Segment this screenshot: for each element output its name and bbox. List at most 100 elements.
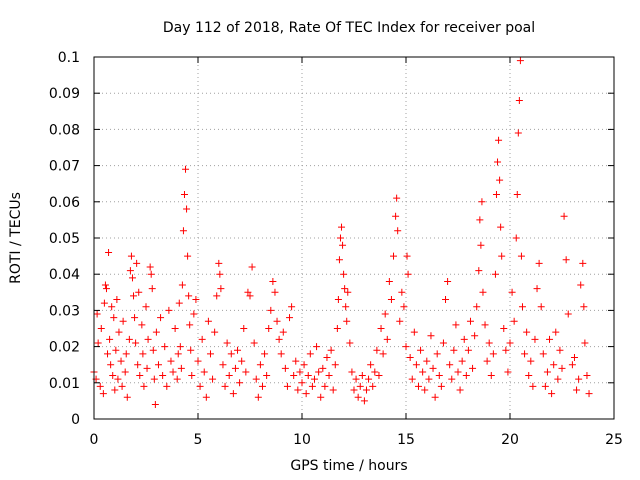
data-point bbox=[173, 375, 181, 383]
data-point bbox=[277, 350, 285, 358]
data-point bbox=[108, 303, 116, 311]
data-point bbox=[412, 361, 420, 369]
data-point bbox=[527, 357, 535, 365]
y-tick-label: 0.05 bbox=[49, 231, 80, 247]
data-point bbox=[410, 328, 418, 336]
data-point bbox=[288, 303, 296, 311]
data-point bbox=[263, 372, 271, 380]
data-point bbox=[497, 223, 505, 231]
data-point bbox=[177, 364, 185, 372]
data-point bbox=[190, 310, 198, 318]
data-point bbox=[450, 346, 458, 354]
data-point bbox=[234, 346, 242, 354]
data-point bbox=[323, 353, 331, 361]
data-point bbox=[342, 303, 350, 311]
data-point bbox=[531, 335, 539, 343]
y-tick-label: 0.08 bbox=[49, 122, 80, 138]
data-point bbox=[142, 303, 150, 311]
data-point bbox=[579, 259, 587, 267]
data-point bbox=[421, 386, 429, 394]
data-point bbox=[273, 317, 281, 325]
data-point bbox=[104, 350, 112, 358]
data-point bbox=[110, 314, 118, 322]
data-point bbox=[327, 346, 335, 354]
data-point bbox=[381, 310, 389, 318]
data-point bbox=[543, 368, 551, 376]
data-point bbox=[175, 299, 183, 307]
data-point bbox=[339, 241, 347, 249]
data-point bbox=[204, 317, 212, 325]
data-point bbox=[548, 390, 556, 398]
data-point bbox=[258, 382, 266, 390]
data-point bbox=[494, 158, 502, 166]
data-point bbox=[356, 382, 364, 390]
data-point bbox=[400, 303, 408, 311]
data-point bbox=[373, 346, 381, 354]
data-point bbox=[211, 328, 219, 336]
data-point bbox=[119, 317, 127, 325]
data-point bbox=[202, 393, 210, 401]
data-point bbox=[560, 212, 568, 220]
data-point bbox=[512, 234, 520, 242]
data-point bbox=[564, 310, 572, 318]
data-point bbox=[96, 382, 104, 390]
data-point bbox=[149, 346, 157, 354]
data-point bbox=[198, 335, 206, 343]
y-tick-label: 0.09 bbox=[49, 86, 80, 102]
data-point bbox=[152, 328, 160, 336]
data-point bbox=[310, 375, 318, 383]
data-point bbox=[109, 372, 117, 380]
data-point bbox=[541, 382, 549, 390]
data-point bbox=[568, 361, 576, 369]
data-point bbox=[362, 386, 370, 394]
data-point bbox=[186, 321, 194, 329]
data-point bbox=[485, 339, 493, 347]
data-point bbox=[221, 382, 229, 390]
data-point bbox=[487, 372, 495, 380]
data-point bbox=[134, 361, 142, 369]
data-point bbox=[458, 357, 466, 365]
data-point bbox=[477, 241, 485, 249]
data-point bbox=[517, 252, 525, 260]
data-point bbox=[279, 328, 287, 336]
data-point bbox=[159, 372, 167, 380]
data-point bbox=[500, 325, 508, 332]
data-point bbox=[496, 176, 504, 184]
y-tick-label: 0.02 bbox=[49, 340, 80, 356]
data-point bbox=[240, 325, 248, 332]
data-point bbox=[225, 372, 233, 380]
data-point bbox=[515, 96, 523, 104]
data-point bbox=[439, 339, 447, 347]
data-point bbox=[131, 314, 139, 322]
data-point bbox=[492, 191, 500, 199]
data-point bbox=[448, 375, 456, 383]
data-point bbox=[252, 375, 260, 383]
data-point bbox=[464, 346, 472, 354]
x-tick-label: 0 bbox=[90, 432, 99, 448]
data-point bbox=[344, 288, 352, 296]
data-point bbox=[377, 325, 385, 332]
data-point bbox=[302, 390, 310, 398]
data-point bbox=[479, 288, 487, 296]
data-point bbox=[365, 375, 373, 383]
data-point bbox=[504, 368, 512, 376]
data-point bbox=[360, 397, 368, 405]
data-point bbox=[174, 350, 182, 358]
data-point bbox=[338, 223, 346, 231]
data-point bbox=[521, 350, 529, 358]
data-point bbox=[132, 339, 140, 347]
data-point bbox=[151, 401, 159, 409]
data-point bbox=[471, 332, 479, 340]
data-point bbox=[227, 350, 235, 358]
data-point bbox=[139, 350, 147, 358]
data-point bbox=[481, 321, 489, 329]
data-point bbox=[306, 350, 314, 358]
data-point bbox=[546, 335, 554, 343]
data-point bbox=[216, 270, 224, 278]
data-point bbox=[196, 382, 204, 390]
data-point bbox=[114, 375, 122, 383]
data-point bbox=[329, 386, 337, 394]
data-point bbox=[390, 252, 398, 260]
data-point bbox=[254, 393, 262, 401]
data-point bbox=[112, 346, 120, 354]
